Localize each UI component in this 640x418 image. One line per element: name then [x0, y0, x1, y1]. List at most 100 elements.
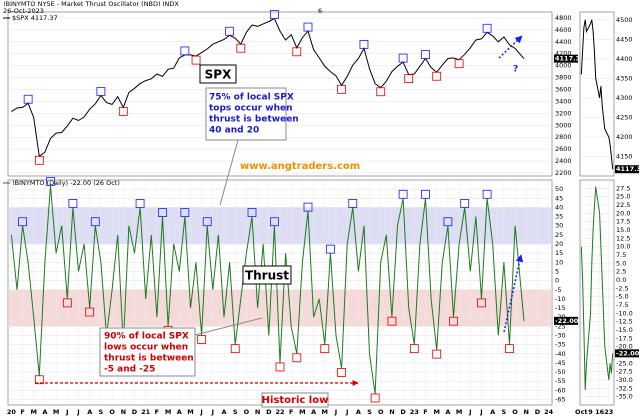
top-marker [270, 217, 279, 227]
last-value-box [554, 54, 578, 63]
x-tick-label: J [76, 408, 79, 416]
y-tick-label: -15.0 [616, 326, 633, 334]
y-tick-label: 4200 [616, 133, 633, 141]
annotation-box [261, 392, 329, 408]
x-tick-label: 20 [7, 408, 17, 416]
x-tick-label: 23 [410, 408, 419, 416]
data-line [11, 17, 525, 158]
x-tick-label: A [490, 408, 495, 416]
callout-line [194, 317, 263, 336]
y-tick-label: 2800 [555, 133, 572, 141]
plot-frame [579, 11, 615, 177]
x-tick-label: F [20, 408, 24, 416]
x-tick-label: F [155, 408, 159, 416]
x-tick-label: N [524, 408, 529, 416]
header-date: 26-Oct-2023 [3, 7, 44, 15]
low-marker [387, 316, 397, 326]
x-tick-label: J [199, 408, 202, 416]
last-value-label: 4117.37 [555, 55, 585, 63]
annotation-box [205, 87, 287, 141]
x-tick-label: J [334, 408, 337, 416]
arrow [498, 35, 523, 59]
last-value-box [615, 349, 639, 358]
top-marker [482, 23, 492, 33]
low-marker [337, 84, 346, 94]
top-marker [202, 217, 212, 227]
x-tick-label: M [165, 408, 171, 416]
low-marker [236, 43, 246, 53]
top-marker [68, 199, 78, 208]
low-marker [432, 349, 442, 359]
top-marker [158, 208, 167, 217]
data-line [580, 186, 614, 391]
annotation-box [99, 327, 196, 377]
x-tick-label: A [87, 408, 92, 416]
top-marker [325, 244, 335, 254]
y-tick-label: -60 [555, 386, 566, 394]
lows-note: thrust is between [104, 354, 194, 364]
y-tick-label: 4400 [555, 38, 572, 46]
top-marker [18, 217, 27, 227]
low-marker [320, 344, 330, 354]
header-title: !BINYMTO NYSE - Market Thrust Oscillator… [3, 0, 179, 8]
x-tick-label: 16 [595, 408, 605, 416]
last-value-box [554, 316, 578, 325]
y-tick-label: -5.0 [616, 293, 629, 301]
y-tick-label: -65 [555, 396, 566, 404]
x-tick-label: M [299, 408, 305, 416]
y-tick-label: -45 [555, 359, 566, 367]
thrust-label: Thrust [245, 269, 289, 283]
x-tick-label: S [233, 408, 238, 416]
legend-label: $SPX [12, 14, 29, 22]
last-value-label: -22.00 [616, 349, 640, 357]
y-tick-label: 25 [555, 231, 563, 239]
top-marker [135, 199, 145, 208]
tops-note: 75% of local SPX [209, 93, 294, 103]
top-marker [303, 22, 313, 32]
y-tick-label: -30.0 [616, 376, 633, 384]
y-tick-label: -15 [555, 304, 566, 312]
x-tick-label: O [512, 408, 518, 416]
x-tick-label: A [177, 408, 182, 416]
y-tick-label: -25.0 [616, 359, 633, 367]
top-marker [247, 208, 257, 217]
x-tick-label: J [468, 408, 471, 416]
x-tick-label: N [255, 408, 260, 416]
low-marker [505, 344, 514, 354]
legend-value: -22.00 [70, 179, 91, 187]
legend-date: (26 Oct) [93, 179, 120, 187]
y-tick-label: 10 [555, 258, 563, 266]
low-marker [409, 344, 419, 354]
callout-line [219, 139, 239, 206]
y-tick-label: -2.5 [616, 284, 629, 292]
y-tick-label: 2200 [555, 169, 572, 177]
y-tick-label: 4450 [616, 35, 633, 43]
x-tick-label: S [367, 408, 372, 416]
low-marker [337, 368, 346, 377]
y-tick-label: 4350 [616, 74, 633, 82]
tops-note: 40 and 20 [209, 126, 259, 136]
x-tick-label: 21 [141, 408, 151, 416]
y-tick-label: 3000 [555, 121, 572, 129]
y-tick-label: 35 [555, 213, 563, 221]
low-marker [34, 155, 44, 165]
x-tick-label: N [121, 408, 126, 416]
x-tick-label: A [356, 408, 361, 416]
y-tick-label: 17.5 [616, 218, 630, 226]
question-mark: ? [513, 65, 518, 75]
last-value-label: 4117.37 [616, 165, 640, 173]
x-tick-label: O [244, 408, 250, 416]
y-tick-label: 3600 [555, 86, 572, 94]
low-marker [404, 74, 414, 84]
annotation-box [242, 265, 292, 285]
lows-note: -5 and -25 [104, 365, 155, 375]
x-tick-label: A [445, 408, 450, 416]
x-tick-label: 23 [604, 408, 613, 416]
low-marker [454, 59, 464, 69]
annotation-box [199, 64, 237, 84]
website: www.angtraders.com [240, 161, 360, 172]
top-marker [443, 217, 453, 227]
annotations: SPX ? 75% of local SPX tops occur when t… [35, 35, 524, 408]
y-tick-label: 15.0 [616, 226, 630, 234]
